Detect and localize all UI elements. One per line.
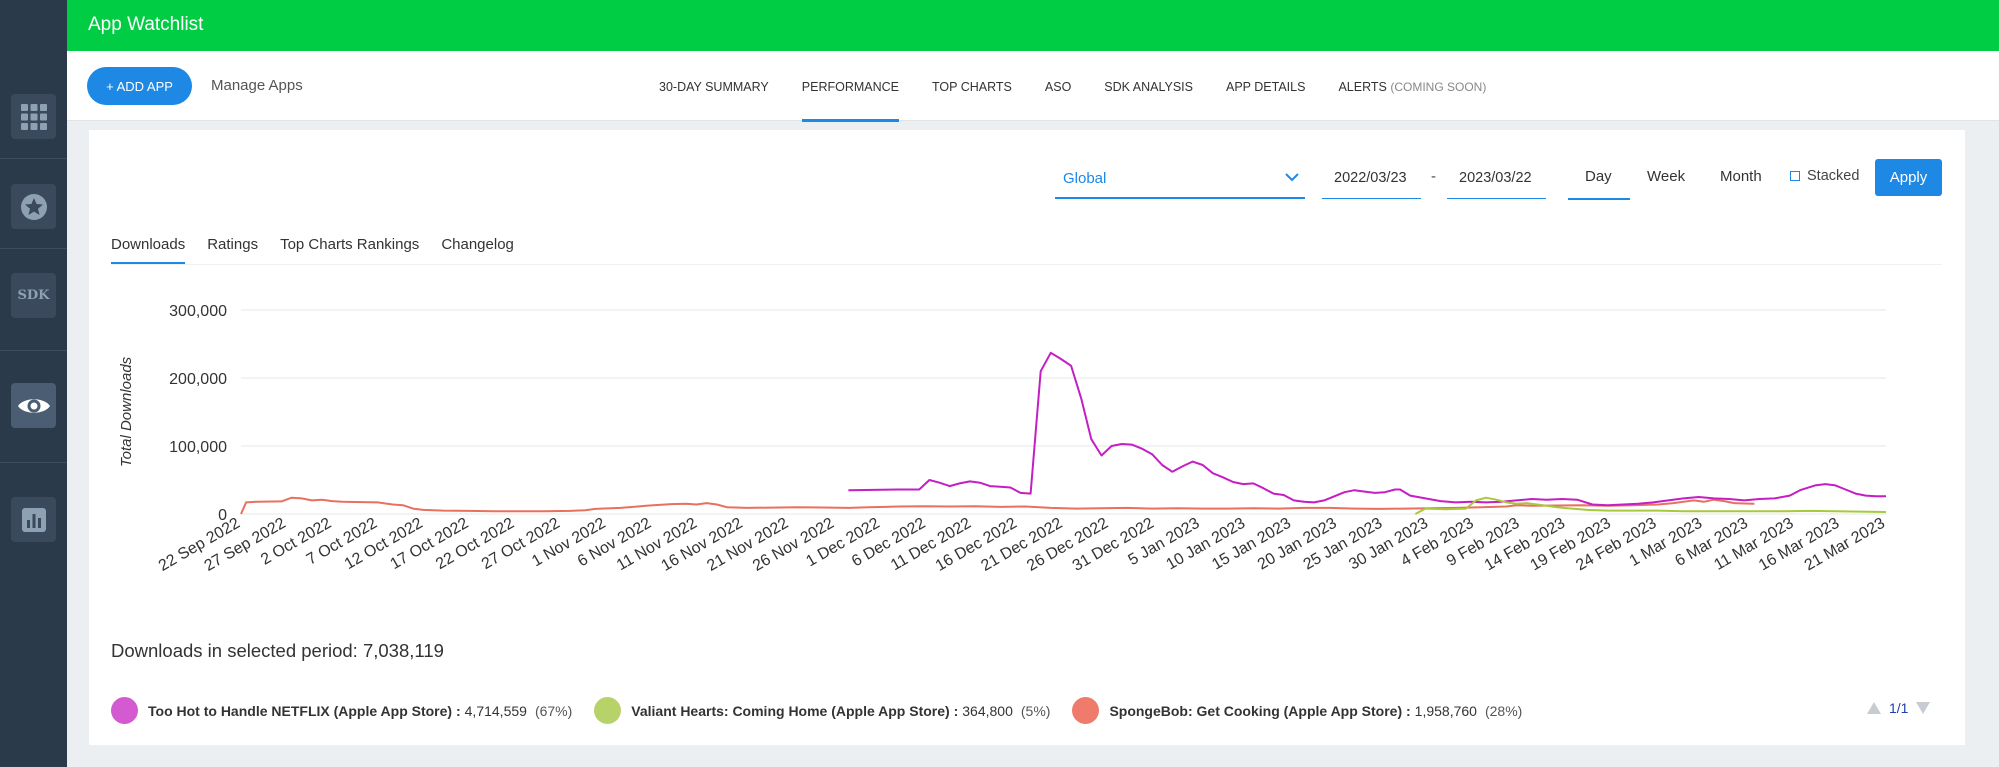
legend-item[interactable]: Valiant Hearts: Coming Home (Apple App S…: [594, 697, 1050, 724]
date-from-input[interactable]: 2022/03/23: [1322, 162, 1421, 199]
main-nav: 30-DAY SUMMARY PERFORMANCE TOP CHARTS AS…: [659, 51, 1519, 122]
tab-performance[interactable]: PERFORMANCE: [801, 51, 900, 122]
tab-label: ALERTS: [1338, 80, 1387, 94]
sidebar-divider: [0, 158, 67, 159]
tab-label: SDK ANALYSIS: [1104, 80, 1193, 94]
date-to-input[interactable]: 2023/03/22: [1447, 162, 1546, 199]
coming-soon-label: (COMING SOON): [1390, 80, 1487, 94]
granularity-week[interactable]: Week: [1647, 168, 1686, 185]
y-tick-label: 200,000: [169, 371, 227, 388]
tab-label: 30-DAY SUMMARY: [659, 80, 769, 94]
sidebar: SDK: [0, 0, 67, 767]
region-select[interactable]: Global: [1055, 162, 1305, 199]
legend-item[interactable]: Too Hot to Handle NETFLIX (Apple App Sto…: [111, 697, 572, 724]
legend-app-name: Valiant Hearts: Coming Home (Apple App S…: [631, 702, 959, 719]
legend-percent: (5%): [1020, 702, 1051, 719]
summary-label: Downloads in selected period:: [111, 640, 358, 661]
date-separator: -: [1431, 168, 1436, 185]
sidebar-top-tile: [0, 0, 67, 51]
tab-sdk-analysis[interactable]: SDK ANALYSIS: [1104, 51, 1193, 121]
legend-value: 4,714,559: [464, 702, 527, 719]
legend-item[interactable]: SpongeBob: Get Cooking (Apple App Store)…: [1072, 697, 1522, 724]
sidebar-favorites-button[interactable]: [11, 184, 56, 229]
tab-alerts[interactable]: ALERTS (COMING SOON): [1338, 51, 1486, 121]
sidebar-apps-button[interactable]: [11, 94, 56, 139]
summary-value: 7,038,119: [362, 640, 444, 661]
y-tick-label: 0: [218, 507, 227, 524]
sidebar-divider: [0, 350, 67, 351]
checkbox-box: [1790, 171, 1800, 181]
bar-chart-icon: [21, 507, 46, 532]
star-icon: [20, 193, 47, 220]
top-bar: App Watchlist: [0, 0, 1999, 51]
subtab-top-charts-rankings[interactable]: Top Charts Rankings: [280, 236, 419, 264]
subtab-label: Top Charts Rankings: [280, 236, 420, 253]
legend-percent: (67%): [534, 702, 573, 719]
date-from-value: 2022/03/23: [1334, 170, 1407, 186]
y-axis-label: Total Downloads: [118, 356, 135, 467]
legend-dot: [1072, 697, 1100, 724]
subtab-label: Downloads: [111, 236, 186, 253]
tab-label: APP DETAILS: [1226, 80, 1306, 94]
eye-icon: [17, 398, 50, 413]
grid-icon: [20, 103, 47, 130]
legend-dot: [594, 697, 622, 724]
tab-30-day-summary[interactable]: 30-DAY SUMMARY: [659, 51, 769, 121]
performance-card: [89, 130, 1965, 745]
legend-dot: [111, 697, 138, 724]
stacked-label: Stacked: [1807, 168, 1860, 184]
region-value: Global: [1063, 170, 1107, 187]
tab-top-charts[interactable]: TOP CHARTS: [932, 51, 1012, 121]
granularity-label: Day: [1585, 168, 1612, 185]
page-header: + ADD APP Manage Apps 30-DAY SUMMARY PER…: [67, 51, 1999, 122]
tab-label: PERFORMANCE: [801, 80, 899, 94]
chevron-down-icon: [1285, 173, 1299, 182]
y-tick-label: 300,000: [169, 303, 227, 320]
y-tick-label: 100,000: [169, 439, 227, 456]
subtab-ratings[interactable]: Ratings: [207, 236, 258, 264]
chart-subtabs: Downloads Ratings Top Charts Rankings Ch…: [111, 236, 536, 264]
series-line: [848, 351, 1886, 507]
legend-app-name: SpongeBob: Get Cooking (Apple App Store)…: [1109, 702, 1411, 719]
legend-app-name: Too Hot to Handle NETFLIX (Apple App Sto…: [148, 702, 461, 719]
subtab-downloads[interactable]: Downloads: [111, 236, 186, 264]
tab-label: ASO: [1044, 80, 1072, 94]
manage-apps-link[interactable]: Manage Apps: [211, 77, 303, 94]
legend-pager: 1/1: [1866, 700, 1931, 716]
sidebar-divider: [0, 462, 67, 463]
legend-percent: (28%): [1484, 702, 1523, 719]
pager-label: 1/1: [1889, 700, 1909, 716]
triangle-down-icon[interactable]: [1915, 701, 1931, 715]
sidebar-sdk-button[interactable]: SDK: [11, 273, 56, 318]
subtab-label: Ratings: [207, 236, 259, 253]
sidebar-watchlist-button[interactable]: [11, 383, 56, 428]
legend-value: 1,958,760: [1414, 702, 1477, 719]
sidebar-divider: [0, 248, 67, 249]
granularity-month[interactable]: Month: [1720, 168, 1762, 185]
sidebar-reports-button[interactable]: [11, 497, 56, 542]
series-line: [240, 496, 1755, 515]
subtab-divider: [111, 264, 1942, 265]
subtab-changelog[interactable]: Changelog: [441, 236, 514, 264]
tab-label: TOP CHARTS: [932, 80, 1012, 94]
tab-aso[interactable]: ASO: [1045, 51, 1071, 121]
triangle-up-icon[interactable]: [1866, 701, 1882, 715]
series-line: [1414, 496, 1887, 515]
subtab-label: Changelog: [441, 236, 514, 253]
tab-app-details[interactable]: APP DETAILS: [1226, 51, 1305, 121]
sdk-icon: SDK: [17, 288, 50, 303]
granularity-day[interactable]: Day: [1568, 162, 1630, 200]
add-app-button[interactable]: + ADD APP: [87, 67, 192, 105]
downloads-summary: Downloads in selected period: 7,038,119: [111, 640, 444, 662]
stacked-checkbox[interactable]: Stacked: [1790, 168, 1859, 184]
app-title: App Watchlist: [88, 14, 204, 35]
apply-button[interactable]: Apply: [1875, 159, 1942, 196]
chart-legend: Too Hot to Handle NETFLIX (Apple App Sto…: [111, 697, 1544, 724]
legend-value: 364,800: [962, 702, 1013, 719]
date-to-value: 2023/03/22: [1459, 170, 1532, 186]
